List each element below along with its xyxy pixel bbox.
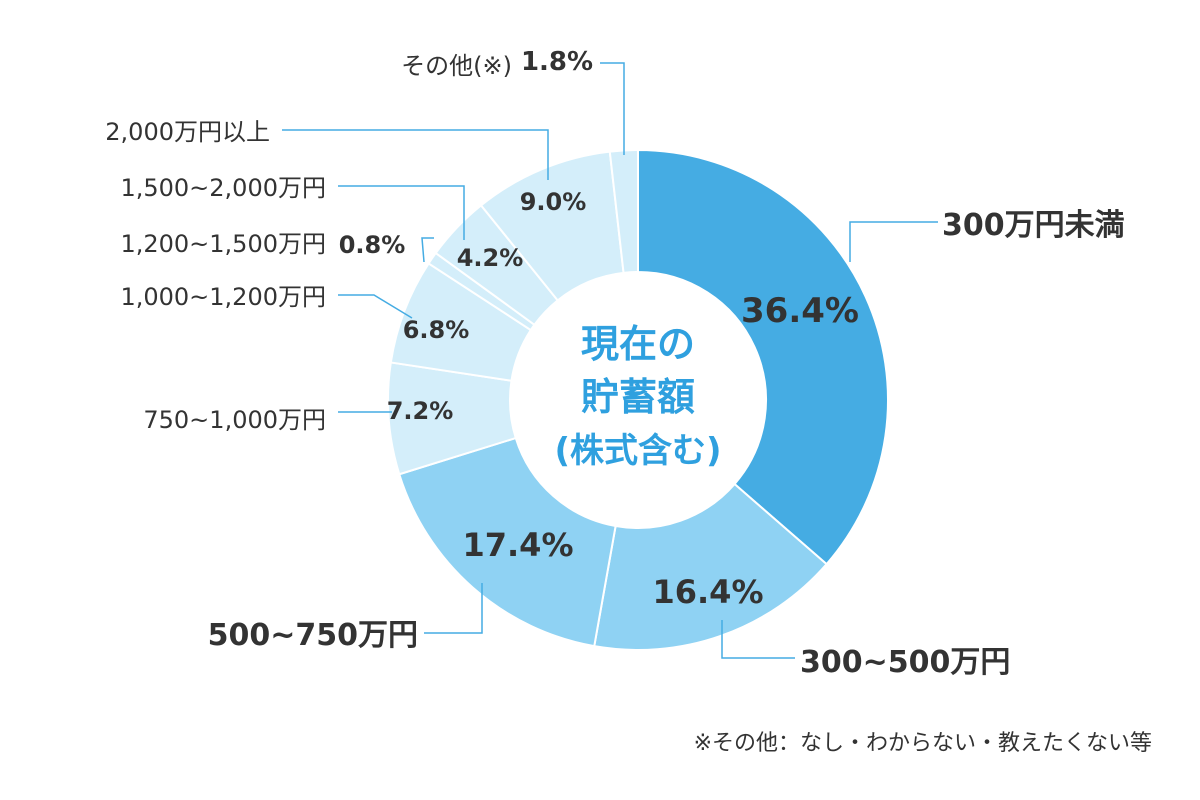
footnote: ※その他：なし・わからない・教えたくない等 bbox=[694, 731, 1152, 756]
pct-label-8: 1.8% bbox=[521, 47, 593, 77]
category-label-7: 2,000万円以上 bbox=[105, 118, 270, 146]
leader-line-7 bbox=[282, 129, 549, 180]
center-label-line2: 貯蓄額 bbox=[581, 375, 695, 419]
category-label-0: 300万円未満 bbox=[942, 208, 1125, 243]
pie-slice-0 bbox=[637, 148, 889, 566]
leader-line-6 bbox=[338, 185, 465, 240]
category-label-3: 750~1,000万円 bbox=[143, 406, 326, 434]
category-label-5: 1,200~1,500万円 bbox=[120, 230, 326, 258]
leader-line-5 bbox=[421, 237, 434, 263]
pct-label-3: 7.2% bbox=[387, 397, 454, 425]
pct-label-6: 4.2% bbox=[457, 244, 524, 272]
category-label-4: 1,000~1,200万円 bbox=[120, 283, 326, 311]
pie-slice-8 bbox=[608, 148, 639, 274]
slices-group bbox=[387, 148, 889, 651]
pie-slice-1 bbox=[593, 482, 828, 651]
pct-label-2: 17.4% bbox=[462, 526, 573, 564]
category-label-6: 1,500~2,000万円 bbox=[120, 174, 326, 202]
category-label-2: 500~750万円 bbox=[208, 618, 418, 653]
pct-label-7: 9.0% bbox=[520, 188, 587, 216]
labels-group: 36.4% 16.4% 17.4% 7.2% 6.8% 0.8% 4.2% 9.0% 1.8% 3… bbox=[105, 47, 1124, 680]
leader-line-1 bbox=[721, 620, 795, 659]
center-label-line1: 現在の bbox=[581, 322, 695, 366]
pct-label-1: 16.4% bbox=[652, 573, 763, 611]
pct-label-4: 6.8% bbox=[403, 316, 470, 344]
center-label-line3: (株式含む) bbox=[554, 431, 721, 471]
pct-label-0: 36.4% bbox=[741, 291, 859, 331]
pie-slice-2 bbox=[398, 436, 617, 648]
leader-lines bbox=[282, 62, 938, 659]
category-label-8: その他(※) bbox=[401, 52, 512, 80]
leader-line-8 bbox=[600, 62, 625, 155]
leader-line-4 bbox=[338, 294, 413, 319]
leader-line-2 bbox=[424, 583, 483, 634]
leader-line-0 bbox=[849, 221, 938, 262]
category-label-1: 300~500万円 bbox=[800, 645, 1010, 680]
pct-label-5: 0.8% bbox=[339, 231, 406, 259]
